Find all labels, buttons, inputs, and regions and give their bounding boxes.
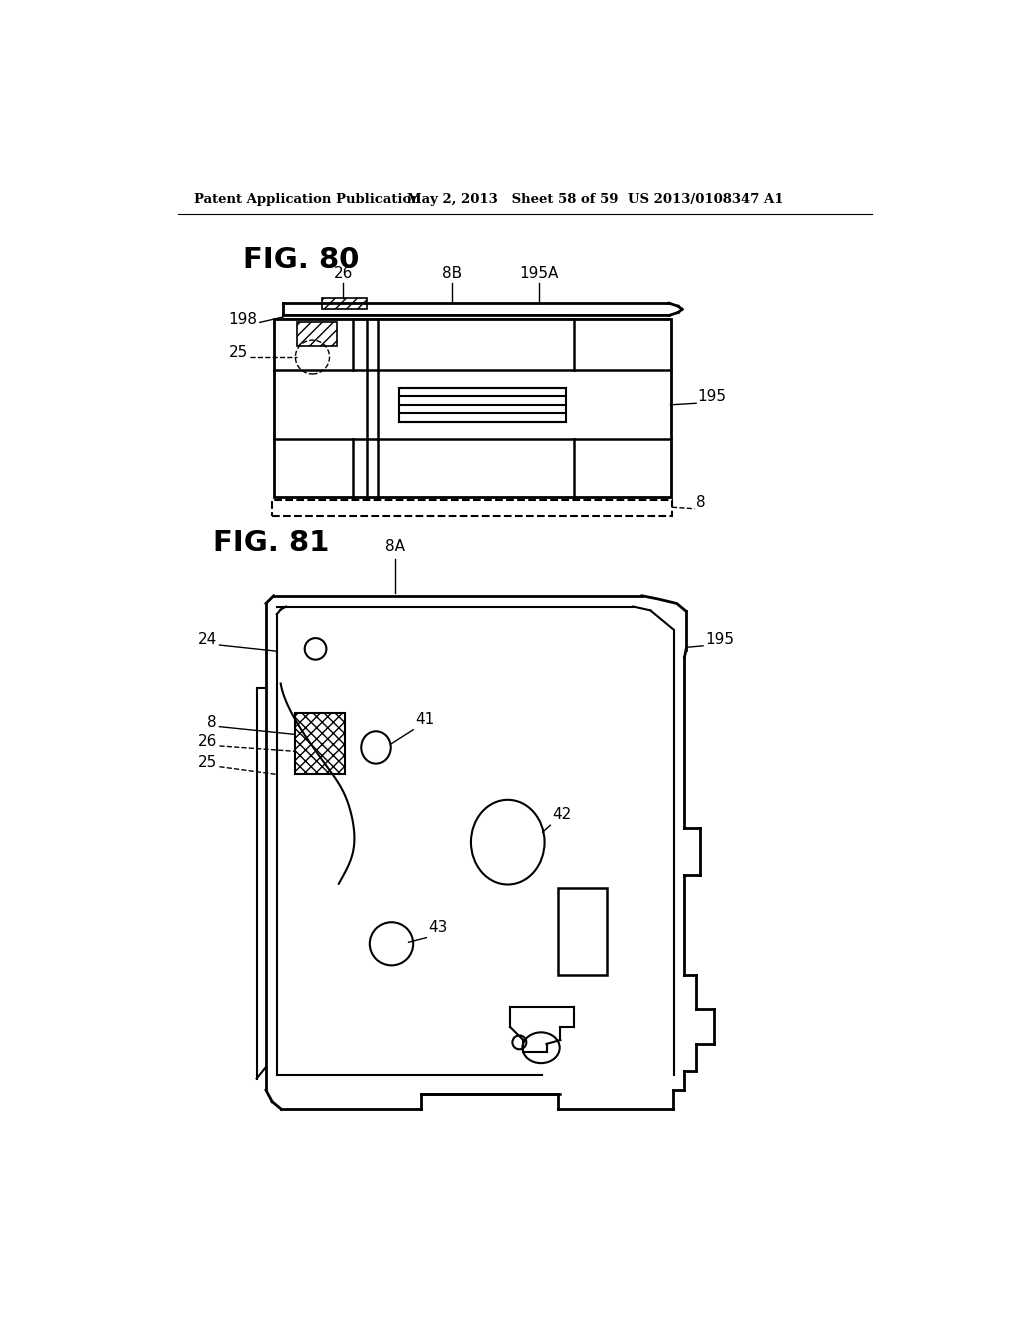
Bar [558,888,607,974]
Text: 8A: 8A [385,539,406,554]
Text: 25: 25 [198,755,217,770]
Text: 8: 8 [208,714,217,730]
Text: 195A: 195A [519,265,558,281]
Text: 8B: 8B [442,265,462,281]
Text: 195: 195 [706,631,734,647]
Bar [399,388,566,422]
Text: 25: 25 [229,345,248,360]
Bar [273,319,671,498]
Text: 198: 198 [228,312,257,327]
Bar [272,499,672,516]
Text: May 2, 2013   Sheet 58 of 59: May 2, 2013 Sheet 58 of 59 [407,193,618,206]
Text: 195: 195 [697,389,727,404]
Text: US 2013/0108347 A1: US 2013/0108347 A1 [628,193,783,206]
Bar [322,298,367,309]
Text: Patent Application Publication: Patent Application Publication [194,193,421,206]
Text: 26: 26 [334,265,353,281]
Text: 42: 42 [553,807,572,822]
Text: 26: 26 [198,734,217,748]
Text: FIG. 80: FIG. 80 [243,246,359,273]
Text: 41: 41 [415,713,434,727]
Text: FIG. 81: FIG. 81 [213,529,330,557]
Text: 24: 24 [198,631,217,647]
Text: 8: 8 [696,495,706,511]
Bar [295,713,345,775]
Bar [297,322,337,346]
Text: 43: 43 [429,920,449,936]
